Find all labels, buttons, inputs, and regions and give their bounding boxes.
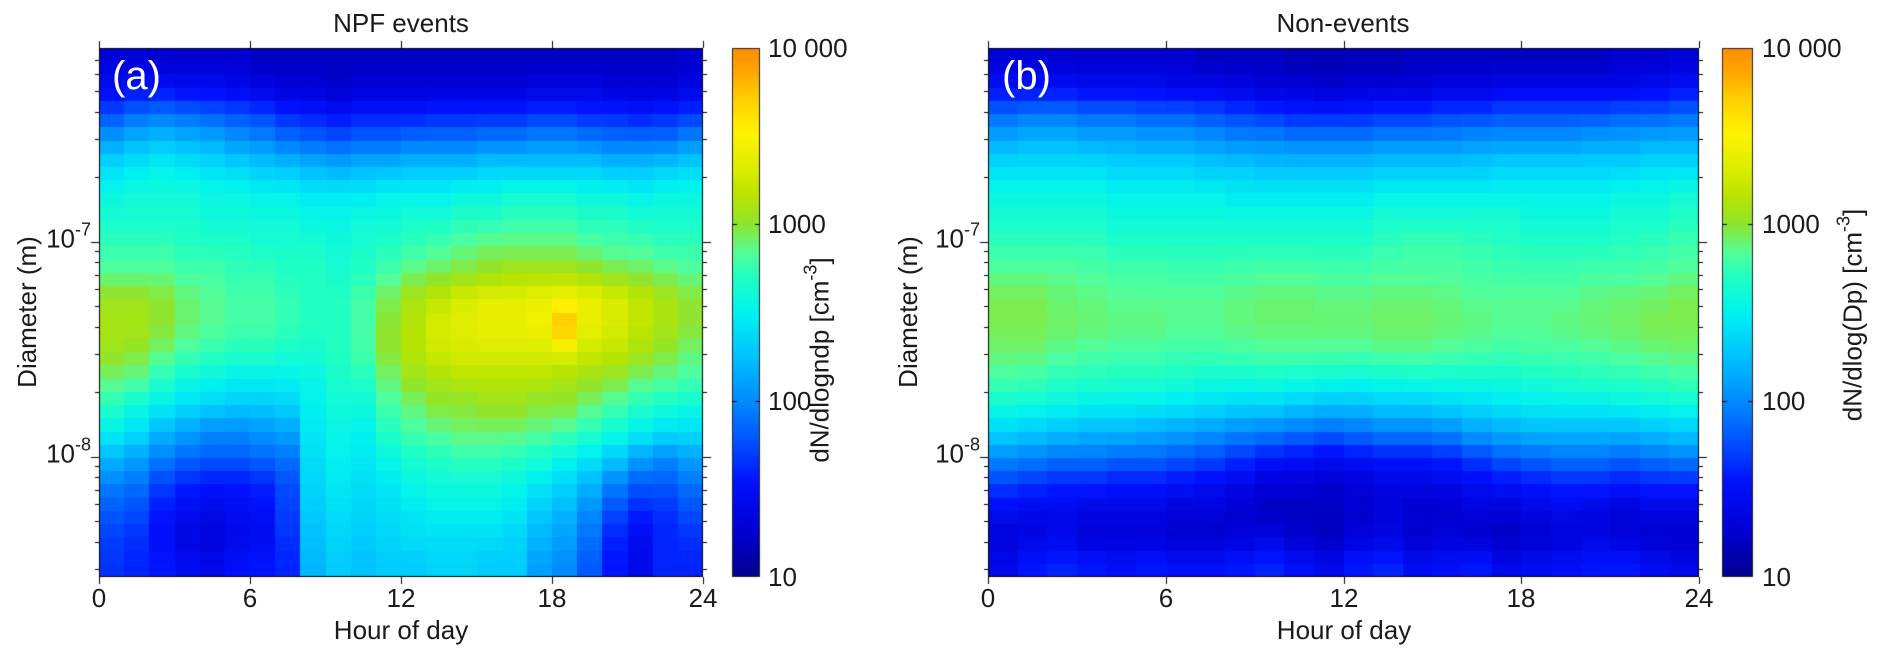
- panel-a-xtick-18: 18: [537, 583, 567, 613]
- panel-a-ytick-1e-8: 10-8: [46, 434, 91, 469]
- panel-a-cbar-tick-1000: 1000: [768, 209, 826, 239]
- panel-a-cbar-tick-10000: 10 000: [768, 33, 848, 63]
- panel-b-xtick-24: 24: [1684, 583, 1714, 613]
- panel-b-cbar-tick-10: 10: [1762, 562, 1791, 592]
- panel-a-xtick-24: 24: [688, 583, 718, 613]
- panel-a-ytick-1e-7: 10-7: [46, 219, 91, 254]
- panel-b-xtick-0: 0: [980, 583, 996, 613]
- panel-b-cbar-tick-10000: 10 000: [1762, 33, 1842, 63]
- panel-a-cbar-tick-100: 100: [768, 386, 812, 416]
- panel-a-yaxis-label: Diameter (m): [12, 236, 42, 388]
- panel-b-cbar-tick-1000: 1000: [1762, 209, 1820, 239]
- panel-b-cbar-label: dN/dlog(Dp) [cm-3]: [1833, 208, 1868, 422]
- panel-b-ytick-1e-8: 10-8: [935, 434, 980, 469]
- panel-b-xtick-6: 6: [1158, 583, 1174, 613]
- panel-a-xtick-6: 6: [242, 583, 258, 613]
- panel-b-ytick-1e-7: 10-7: [935, 219, 980, 254]
- panel-a-xaxis-label: Hour of day: [333, 615, 469, 645]
- panel-a-cbar-label: dN/dlogndp [cm-3]: [800, 257, 835, 463]
- panel-b-xtick-12: 12: [1329, 583, 1359, 613]
- panel-a-xtick-0: 0: [91, 583, 107, 613]
- panel-a-title: NPF events: [333, 8, 469, 38]
- panel-b-cbar-tick-100: 100: [1762, 386, 1806, 416]
- panel-a-cbar-tick-10: 10: [768, 562, 797, 592]
- panel-a-corner-label: (a): [112, 54, 161, 98]
- panel-b-corner-label: (b): [1002, 54, 1051, 98]
- panel-a-xtick-12: 12: [386, 583, 416, 613]
- panel-b-xtick-18: 18: [1506, 583, 1536, 613]
- panel-b-title: Non-events: [1276, 8, 1410, 38]
- panel-b-xaxis-label: Hour of day: [1276, 615, 1412, 645]
- panel-b-yaxis-label: Diameter (m): [893, 236, 923, 388]
